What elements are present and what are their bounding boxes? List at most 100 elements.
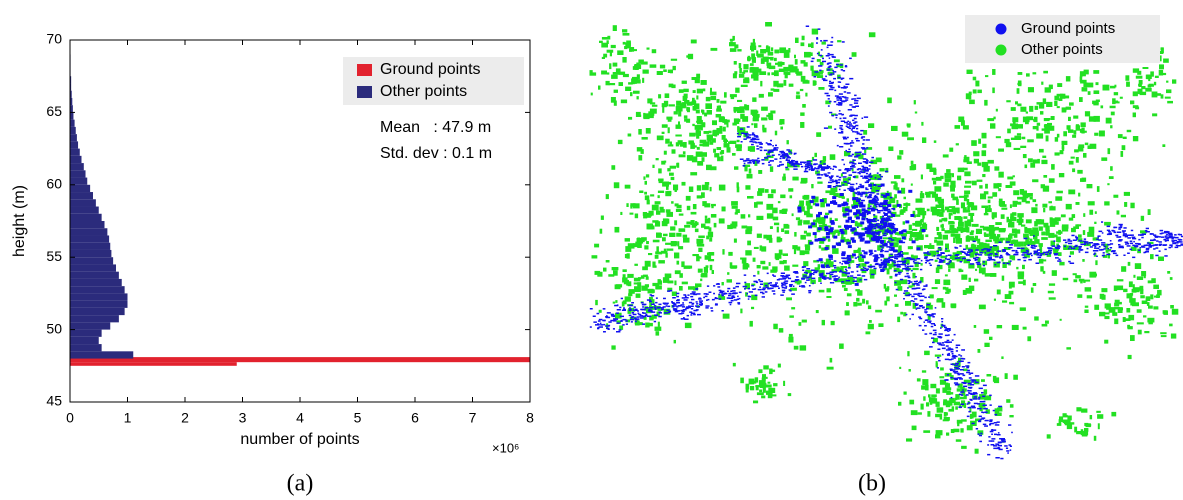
legend-label: Ground points [380, 61, 481, 78]
other-points [961, 275, 967, 280]
other-points [827, 367, 834, 370]
ground-points [847, 121, 849, 123]
ground-points [1101, 221, 1103, 223]
other-points [762, 374, 766, 378]
histogram-bar [70, 156, 82, 163]
ground-points [597, 328, 599, 330]
ground-points [839, 146, 843, 148]
ground-points [1054, 240, 1056, 242]
other-points [1117, 279, 1124, 281]
other-points [1070, 422, 1074, 424]
ground-points [885, 218, 889, 221]
other-points [1043, 175, 1047, 178]
ground-points [752, 159, 754, 161]
ground-points [676, 293, 679, 295]
ground-points [842, 184, 844, 186]
other-points [663, 218, 668, 224]
ground-points [868, 227, 872, 230]
other-points [672, 149, 676, 153]
ground-points [860, 176, 863, 178]
ground-points [838, 77, 841, 79]
ground-points [859, 173, 861, 175]
ground-points [994, 264, 996, 266]
ground-points [852, 163, 854, 165]
other-points [734, 107, 736, 113]
ground-points [695, 305, 697, 307]
other-points [661, 161, 665, 165]
other-points [1125, 75, 1129, 81]
ground-points [967, 260, 971, 262]
other-points [677, 205, 682, 209]
other-points [706, 236, 709, 240]
ground-points [920, 300, 924, 302]
other-points [1083, 213, 1085, 217]
ground-points [911, 300, 914, 302]
ground-points [845, 65, 847, 67]
ground-points [1058, 259, 1060, 261]
ground-points [832, 276, 836, 278]
other-points [1150, 294, 1153, 299]
other-points [679, 154, 686, 157]
ground-points [851, 129, 853, 131]
ground-points [691, 308, 693, 310]
other-points [739, 63, 742, 68]
ground-points [855, 152, 859, 154]
other-points [626, 41, 631, 46]
other-points [997, 325, 1003, 328]
ground-points [762, 289, 765, 291]
other-points [787, 140, 789, 144]
ground-points [998, 442, 1002, 444]
other-points [595, 300, 598, 305]
ground-points [948, 255, 952, 257]
ground-points [814, 167, 816, 169]
other-points [734, 71, 737, 74]
other-points [1172, 79, 1176, 83]
other-points [1145, 88, 1151, 92]
other-points [1010, 404, 1014, 408]
ground-points [842, 41, 845, 43]
other-points [679, 89, 684, 93]
other-points [629, 49, 632, 52]
ground-points [876, 193, 879, 195]
ground-points [885, 229, 889, 232]
other-points [868, 123, 874, 128]
ground-points [843, 137, 847, 139]
other-points [1111, 112, 1115, 116]
ground-points [847, 137, 849, 139]
ground-points [794, 271, 798, 273]
ground-points [698, 298, 702, 300]
ground-points [871, 237, 875, 240]
ground-points [1102, 232, 1104, 234]
ground-points [921, 260, 923, 262]
ground-points [896, 266, 901, 268]
ground-points [860, 195, 863, 197]
ground-points [634, 319, 637, 321]
other-points [1057, 106, 1060, 108]
other-points [957, 420, 962, 422]
other-points [948, 269, 950, 272]
legend-marker [357, 86, 372, 98]
ground-points [989, 419, 992, 421]
other-points [773, 324, 778, 330]
other-points [969, 202, 972, 206]
ground-points [673, 303, 676, 305]
ground-points [832, 282, 834, 284]
ground-points [1134, 246, 1138, 248]
ground-points [787, 161, 790, 163]
other-points [757, 271, 759, 275]
ground-points [917, 258, 921, 260]
ground-points [712, 299, 715, 301]
other-points [696, 239, 703, 244]
other-points [658, 168, 662, 173]
ground-points [608, 321, 611, 323]
ground-points [950, 260, 952, 262]
ground-points [772, 290, 776, 292]
other-points [646, 174, 649, 177]
other-points [981, 379, 985, 382]
ground-points [915, 276, 917, 278]
other-points [761, 107, 768, 111]
other-points [1106, 306, 1110, 310]
other-points [979, 305, 986, 310]
other-points [779, 250, 783, 255]
ground-points [806, 268, 810, 270]
